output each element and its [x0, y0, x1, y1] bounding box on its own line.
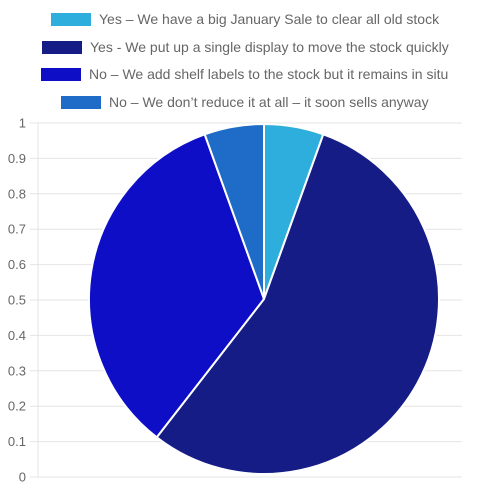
- pie-slice[interactable]: [155, 133, 440, 475]
- legend-item[interactable]: Yes - We put up a single display to move…: [42, 39, 449, 55]
- legend-item[interactable]: Yes – We have a big January Sale to clea…: [51, 11, 440, 27]
- y-tick-label: 0.3: [8, 363, 26, 378]
- y-tick-label: 0.2: [8, 399, 26, 414]
- legend-label: No – We don’t reduce it at all – it soon…: [109, 94, 429, 110]
- legend-label: No – We add shelf labels to the stock bu…: [89, 66, 448, 82]
- y-tick-label: 0.1: [8, 434, 26, 449]
- legend-swatch: [61, 96, 101, 109]
- legend-item[interactable]: No – We don’t reduce it at all – it soon…: [61, 94, 429, 110]
- y-tick-label: 0.7: [8, 222, 26, 237]
- y-tick-label: 1: [19, 116, 26, 131]
- legend-swatch: [41, 68, 81, 81]
- legend-swatch: [42, 41, 82, 54]
- legend-item[interactable]: No – We add shelf labels to the stock bu…: [41, 66, 448, 82]
- y-tick-label: 0: [19, 470, 26, 485]
- pie-slice[interactable]: [203, 123, 265, 300]
- y-tick-label: 0.8: [8, 186, 26, 201]
- legend-label: Yes – We have a big January Sale to clea…: [99, 11, 440, 27]
- y-tick-label: 0.6: [8, 257, 26, 272]
- y-axis-ticks: 1 0.9 0.8 0.7 0.6 0.5 0.4 0.3 0.2 0.1 0: [8, 116, 26, 485]
- legend-swatch: [51, 13, 91, 26]
- y-tick-label: 0.4: [8, 328, 26, 343]
- pie-slices[interactable]: [88, 123, 440, 475]
- pie-slice[interactable]: [88, 133, 265, 439]
- legend[interactable]: Yes – We have a big January Sale to clea…: [41, 11, 449, 110]
- y-tick-label: 0.5: [8, 293, 26, 308]
- legend-label: Yes - We put up a single display to move…: [90, 39, 449, 55]
- y-tick-label: 0.9: [8, 151, 26, 166]
